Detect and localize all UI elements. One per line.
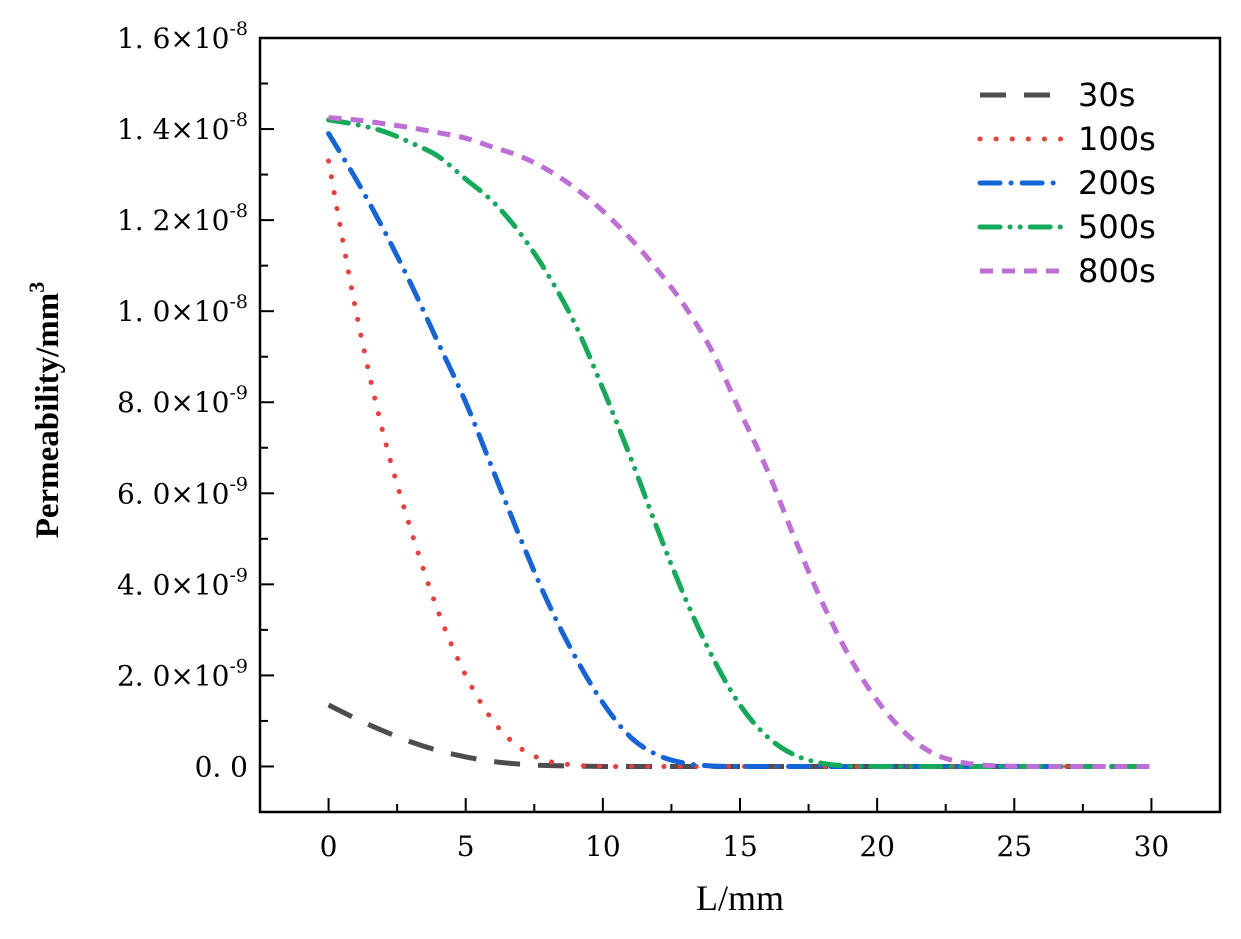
y-tick-label: 6. 0×10-9 [117,473,248,510]
y-tick-mantissa: 1. 6×10 [117,22,230,55]
x-tick-label: 5 [457,830,475,863]
legend-label-30s: 30s [1078,76,1135,114]
legend-label-800s: 800s [1078,252,1156,290]
y-axis-title: Permeability/mm3 [24,282,66,539]
y-tick-mantissa: 0. 0 [195,750,248,783]
y-tick-label: 2. 0×10-9 [117,655,248,692]
y-tick-exponent: -8 [229,200,248,222]
legend-label-100s: 100s [1078,120,1156,158]
plot-frame [258,36,1222,814]
x-tick-labels: 0 5 10 15 20 25 30 [320,830,1170,863]
y-tick-label: 4. 0×10-9 [117,564,248,601]
y-tick-label: 8. 0×10-9 [117,382,248,419]
tick-marks [260,37,1153,812]
y-tick-exponent: -9 [229,382,248,404]
series-line-30s [327,702,1152,770]
series-line-500s [326,117,1154,770]
series-line-100s [326,158,1154,770]
series-lines [326,115,1154,770]
series-line-200s [326,131,1154,770]
y-tick-labels: 0. 02. 0×10-94. 0×10-96. 0×10-98. 0×10-9… [117,18,248,783]
y-tick-mantissa: 1. 4×10 [117,113,230,146]
y-tick-mantissa: 1. 0×10 [117,295,230,328]
y-tick-label: 0. 0 [195,750,248,783]
x-tick-label: 0 [320,830,338,863]
legend: 30s 100s 200s 500s 800s [977,76,1156,290]
series-line-800s [328,115,1152,769]
y-tick-mantissa: 2. 0×10 [117,659,230,692]
y-tick-label: 1. 6×10-8 [117,18,248,55]
y-tick-label: 1. 2×10-8 [117,200,248,237]
y-tick-mantissa: 6. 0×10 [117,477,230,510]
y-tick-label: 1. 0×10-8 [117,291,248,328]
y-tick-exponent: -9 [229,473,248,495]
y-tick-mantissa: 8. 0×10 [117,386,230,419]
x-tick-label: 25 [996,830,1032,863]
y-tick-exponent: -9 [229,655,248,677]
x-axis-title: L/mm [696,878,784,918]
legend-label-200s: 200s [1078,164,1156,202]
x-tick-label: 30 [1134,830,1170,863]
y-tick-mantissa: 1. 2×10 [117,204,230,237]
y-tick-exponent: -8 [229,291,248,313]
y-axis-title-sup: 3 [24,282,49,293]
y-tick-exponent: -9 [229,564,248,586]
y-axis-title-base: Permeability/mm [30,293,66,539]
x-tick-label: 15 [722,830,758,863]
y-tick-exponent: -8 [229,18,248,40]
y-tick-label: 1. 4×10-8 [117,109,248,146]
y-tick-exponent: -8 [229,109,248,131]
legend-label-500s: 500s [1078,208,1156,246]
x-tick-label: 10 [585,830,621,863]
x-tick-label: 20 [859,830,895,863]
y-tick-mantissa: 4. 0×10 [117,568,230,601]
